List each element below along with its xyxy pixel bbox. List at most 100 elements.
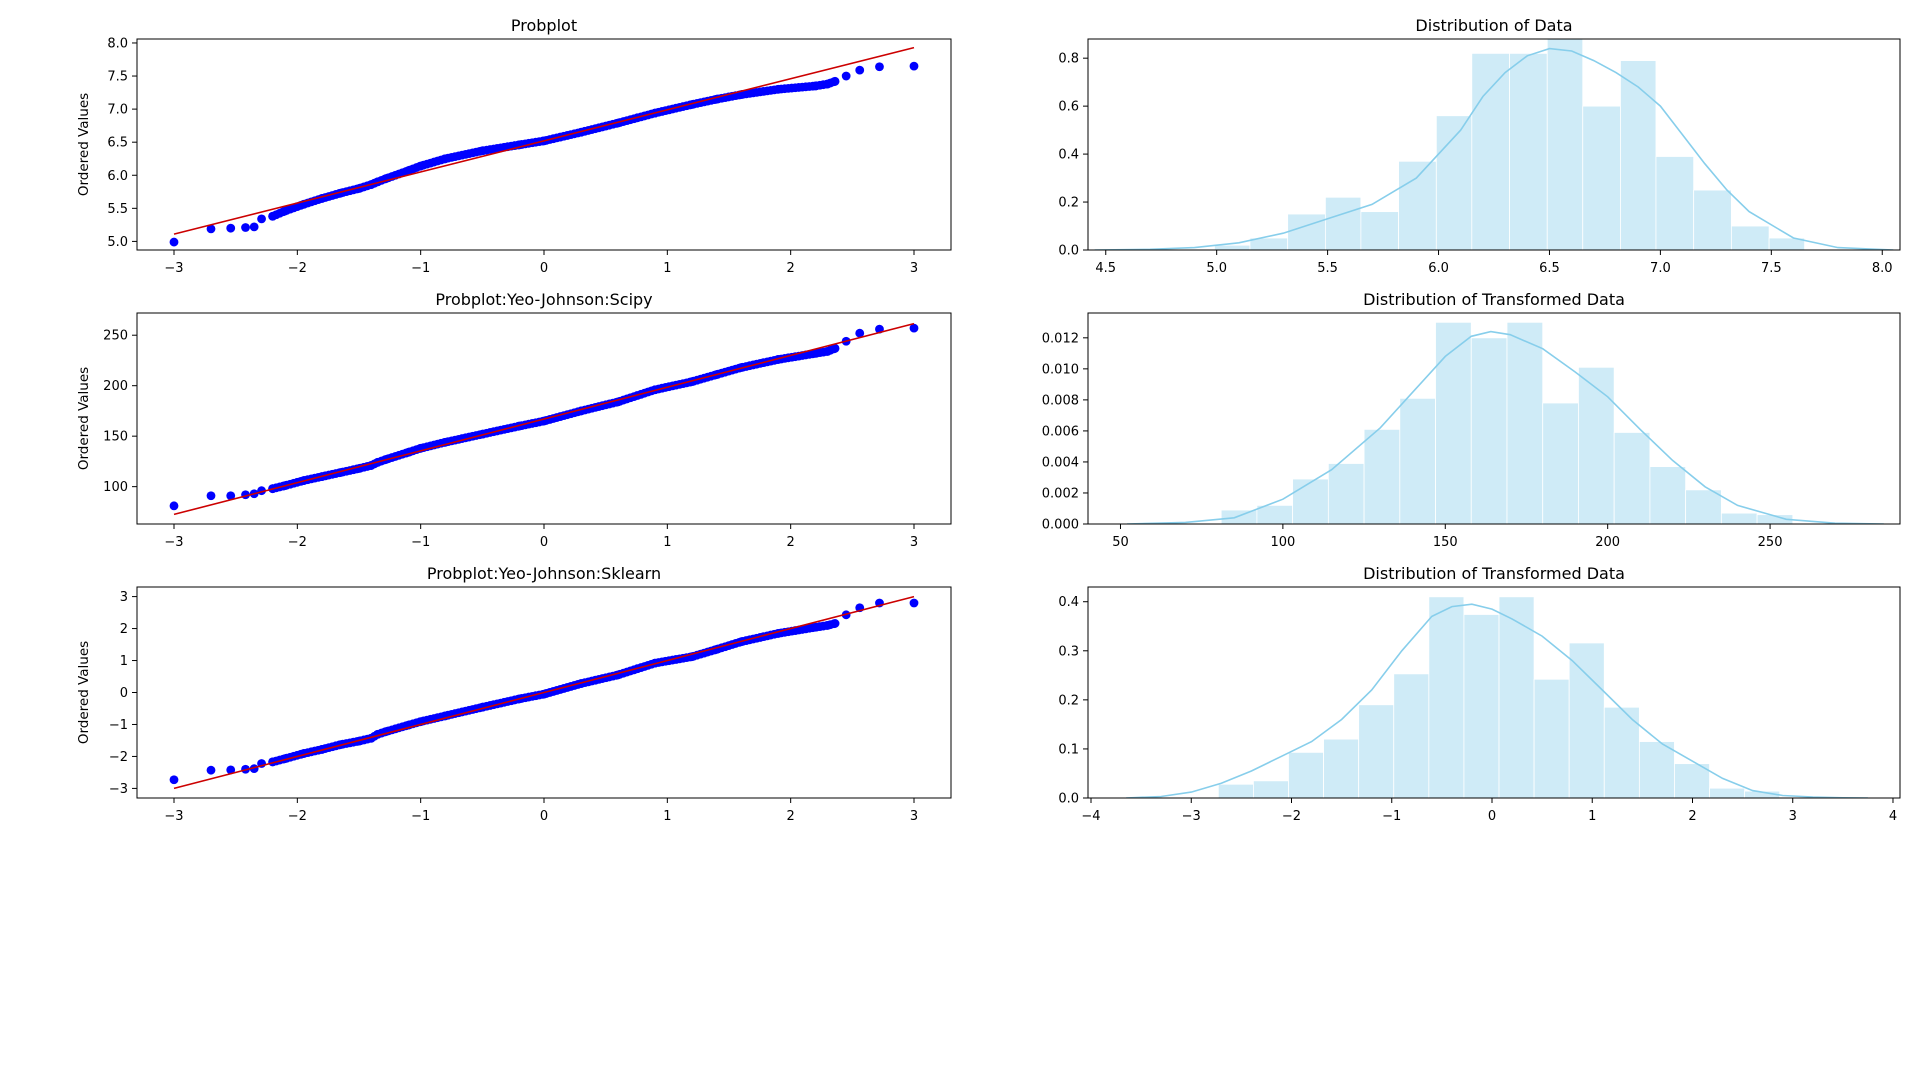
fit-line [173,322,915,516]
plot-area [1126,321,1884,524]
data-point [829,344,839,354]
data-point [841,71,851,81]
hist-bar [1709,787,1746,798]
hist-bar [1533,678,1570,798]
hist-bar [1363,428,1401,524]
hist-bar [1256,504,1294,524]
hist-bar [1360,211,1400,250]
x-tick-label: 2 [1688,809,1696,824]
hist-bar [1649,466,1687,524]
x-tick-label: −3 [1182,809,1201,824]
axes-frame [1087,38,1901,251]
hist-bar [1498,596,1535,798]
hist-bar [1506,321,1544,524]
hist-bar [1358,704,1395,798]
hist-bar [1638,741,1675,798]
hist-bar [1435,321,1472,524]
y-tick-label: 150 [103,430,128,445]
y-tick-label: 0.0 [1058,244,1079,259]
x-tick-label: 7.0 [1650,261,1671,276]
y-tick-label: 0.2 [1058,693,1079,708]
hist-bar [1428,596,1465,798]
x-tick-label: 6.0 [1428,261,1449,276]
x-tick-label: 3 [910,809,918,824]
plot-area [169,322,919,516]
chart-title: Distribution of Transformed Data [1363,290,1625,309]
hist-bar [1220,509,1258,524]
x-tick-label: 3 [910,261,918,276]
data-point [829,619,839,629]
subplot-5: −3 −2 −1 0 1 2 3 −3 −2 −1 0 1 2 3 Probplot:Yeo-Johnson… [76,564,952,824]
hist-bar [1730,225,1770,250]
data-point [875,62,884,72]
hist-bar [1674,763,1710,798]
data-point [206,765,216,775]
plot-area [1126,596,1868,798]
data-point [169,501,179,511]
y-tick-label: 0.010 [1042,362,1079,377]
x-tick-label: 0 [540,535,548,550]
y-tick-label: 0.000 [1042,518,1079,533]
data-point [226,765,236,775]
hist-bar [1324,196,1362,250]
hist-bar [1398,160,1437,250]
y-tick-label: 5.0 [107,235,128,250]
data-point [206,491,216,501]
plot-area [169,595,919,790]
y-tick-label: 0.006 [1042,424,1079,439]
hist-bar [1620,60,1657,250]
hist-bar [1217,783,1254,798]
x-tick-label: −4 [1081,809,1100,824]
hist-bar [1470,337,1508,524]
chart-title: Distribution of Transformed Data [1363,564,1625,583]
chart-title: Probplot [511,16,577,35]
x-tick-label: 150 [1433,535,1458,550]
x-tick-label: 8.0 [1872,261,1893,276]
fit-line [173,595,915,790]
y-tick-label: 100 [103,480,128,495]
y-tick-label: 0.8 [1058,52,1079,67]
hist-bar [1287,213,1326,250]
x-tick-label: 4 [1889,809,1897,824]
y-tick-label: 0.008 [1042,393,1079,408]
x-tick-label: 0 [540,261,548,276]
hist-bar [1327,463,1365,524]
y-tick-label: 0.4 [1058,148,1079,163]
y-tick-label: 250 [103,329,128,344]
y-tick-label: 0.4 [1058,595,1079,610]
x-tick-label: −2 [1282,809,1301,824]
y-tick-label: 6.5 [107,136,128,151]
hist-bar [1288,751,1324,798]
y-tick-label: 0.6 [1058,100,1079,115]
x-tick-label: −1 [411,535,430,550]
plot-area [1094,39,1894,250]
x-tick-label: 1 [663,261,671,276]
hist-bar [1253,780,1289,798]
subplot-2: 4.5 5.0 5.5 6.0 6.5 7.0 7.5 8.0 0.0 0.2 0.4 0.6 0.8 D… [1058,16,1901,276]
x-tick-label: −1 [1382,809,1401,824]
y-tick-label: −3 [109,782,128,797]
y-tick-label: 5.5 [107,202,128,217]
y-tick-label: −1 [109,718,128,733]
x-tick-label: 2 [787,809,795,824]
y-axis-label: Ordered Values [76,93,92,196]
y-axis-label: Ordered Values [76,367,92,470]
hist-bar [1435,115,1473,250]
x-tick-label: 0 [1488,809,1496,824]
y-tick-label: 3 [120,590,128,605]
y-axis-label: Ordered Values [76,641,92,744]
x-tick-label: −2 [288,261,307,276]
fit-line [173,46,915,235]
data-point [249,222,259,232]
data-point [257,214,266,224]
x-tick-label: −2 [288,809,307,824]
y-tick-label: 0 [120,686,128,701]
data-point [169,237,179,247]
y-tick-label: 8.0 [107,36,128,51]
kde-line [1126,603,1868,798]
hist-bar [1399,397,1436,524]
data-point [241,223,250,232]
x-tick-label: 250 [1758,535,1783,550]
hist-bar [1393,673,1430,798]
x-tick-label: −1 [411,261,430,276]
